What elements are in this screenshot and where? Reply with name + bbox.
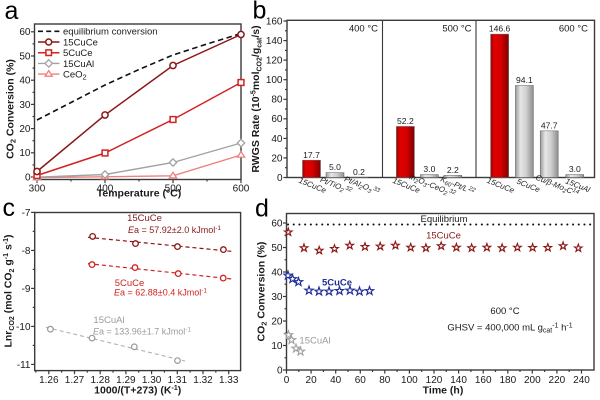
svg-text:600 °C: 600 °C bbox=[490, 306, 519, 317]
svg-text:94.1: 94.1 bbox=[516, 75, 533, 85]
svg-text:60: 60 bbox=[271, 114, 283, 125]
svg-text:10: 10 bbox=[271, 341, 283, 352]
svg-text:0: 0 bbox=[25, 172, 31, 183]
svg-text:20: 20 bbox=[271, 153, 283, 164]
svg-text:40: 40 bbox=[330, 375, 342, 386]
svg-text:a: a bbox=[5, 0, 19, 25]
svg-text:2.2: 2.2 bbox=[447, 165, 459, 175]
svg-text:30: 30 bbox=[19, 100, 31, 111]
svg-text:500: 500 bbox=[165, 184, 182, 195]
svg-text:Equilibrium: Equilibrium bbox=[421, 214, 468, 225]
svg-text:LnrCO2 (mol CO2 g-1 s-1): LnrCO2 (mol CO2 g-1 s-1) bbox=[3, 234, 16, 347]
svg-text:0.2: 0.2 bbox=[353, 167, 365, 177]
svg-text:Ea = 62.88±0.4 kJmol-1: Ea = 62.88±0.4 kJmol-1 bbox=[114, 288, 207, 298]
svg-text:200: 200 bbox=[524, 375, 541, 386]
svg-text:Temperature (°C): Temperature (°C) bbox=[97, 188, 182, 200]
svg-text:600: 600 bbox=[233, 184, 250, 195]
svg-text:3.0: 3.0 bbox=[569, 164, 581, 174]
svg-text:15CuCe: 15CuCe bbox=[63, 37, 98, 48]
svg-text:400: 400 bbox=[97, 184, 114, 195]
svg-text:60: 60 bbox=[19, 27, 31, 38]
svg-text:b: b bbox=[253, 0, 267, 25]
svg-text:50: 50 bbox=[271, 243, 283, 254]
svg-text:CO2 Conversion (%): CO2 Conversion (%) bbox=[256, 242, 269, 342]
svg-text:80: 80 bbox=[379, 375, 391, 386]
svg-text:80: 80 bbox=[271, 95, 283, 106]
svg-text:17.7: 17.7 bbox=[303, 150, 320, 160]
svg-text:20: 20 bbox=[271, 316, 283, 327]
svg-text:1.29: 1.29 bbox=[116, 375, 136, 386]
svg-text:1.26: 1.26 bbox=[39, 375, 59, 386]
svg-text:15CuAl: 15CuAl bbox=[299, 336, 330, 347]
svg-text:CO2 Conversion (%): CO2 Conversion (%) bbox=[5, 59, 18, 159]
svg-text:140: 140 bbox=[450, 375, 467, 386]
svg-text:1.27: 1.27 bbox=[65, 375, 85, 386]
svg-text:15CuAl: 15CuAl bbox=[93, 315, 124, 326]
svg-text:Time (h): Time (h) bbox=[423, 385, 464, 397]
svg-text:50: 50 bbox=[19, 51, 31, 62]
svg-text:300: 300 bbox=[29, 184, 46, 195]
svg-text:-7: -7 bbox=[22, 208, 31, 219]
svg-text:20: 20 bbox=[306, 375, 318, 386]
svg-text:30: 30 bbox=[271, 292, 283, 303]
svg-text:5.0: 5.0 bbox=[329, 162, 341, 172]
svg-text:220: 220 bbox=[549, 375, 566, 386]
svg-text:120: 120 bbox=[426, 375, 443, 386]
svg-text:400 °C: 400 °C bbox=[349, 24, 378, 35]
svg-text:47.7: 47.7 bbox=[541, 120, 558, 130]
svg-text:40: 40 bbox=[19, 76, 31, 87]
svg-text:52.2: 52.2 bbox=[397, 116, 414, 126]
svg-text:1.32: 1.32 bbox=[193, 375, 213, 386]
svg-text:equilibrium conversion: equilibrium conversion bbox=[63, 27, 158, 38]
svg-text:160: 160 bbox=[266, 16, 283, 27]
svg-text:600 °C: 600 °C bbox=[559, 24, 588, 35]
svg-text:20: 20 bbox=[19, 124, 31, 135]
svg-text:40: 40 bbox=[271, 267, 283, 278]
svg-text:1000/(T+273) (K-1): 1000/(T+273) (K-1) bbox=[94, 385, 181, 397]
svg-text:-8: -8 bbox=[22, 246, 31, 257]
svg-text:-9: -9 bbox=[22, 284, 31, 295]
svg-text:100: 100 bbox=[266, 75, 283, 86]
svg-text:1.31: 1.31 bbox=[168, 375, 188, 386]
svg-text:180: 180 bbox=[499, 375, 516, 386]
svg-text:RWGS Rate (10-5molCO2/gcat/s): RWGS Rate (10-5molCO2/gcat/s) bbox=[250, 25, 263, 172]
svg-text:15CuAl: 15CuAl bbox=[63, 59, 94, 70]
svg-text:40: 40 bbox=[271, 134, 283, 145]
svg-text:500 °C: 500 °C bbox=[442, 24, 471, 35]
svg-text:60: 60 bbox=[355, 375, 367, 386]
svg-text:10: 10 bbox=[19, 148, 31, 159]
svg-text:60: 60 bbox=[271, 218, 283, 229]
svg-text:5CuCe: 5CuCe bbox=[322, 278, 352, 289]
svg-text:240: 240 bbox=[573, 375, 590, 386]
svg-text:1.33: 1.33 bbox=[219, 375, 239, 386]
svg-text:15CuCe: 15CuCe bbox=[127, 213, 162, 224]
svg-text:CeO2: CeO2 bbox=[63, 70, 87, 82]
svg-text:120: 120 bbox=[266, 56, 283, 67]
svg-text:0: 0 bbox=[277, 365, 283, 376]
svg-text:d: d bbox=[255, 195, 269, 223]
svg-text:0: 0 bbox=[277, 173, 283, 184]
svg-text:GHSV = 400,000 mL gcat-1 h-1: GHSV = 400,000 mL gcat-1 h-1 bbox=[447, 322, 572, 334]
svg-text:100: 100 bbox=[401, 375, 418, 386]
svg-text:c: c bbox=[3, 194, 16, 222]
svg-text:3.0: 3.0 bbox=[423, 164, 435, 174]
svg-text:Ea = 133.96±1.7 kJmol-1: Ea = 133.96±1.7 kJmol-1 bbox=[93, 327, 191, 337]
svg-text:160: 160 bbox=[475, 375, 492, 386]
svg-text:5CuCe: 5CuCe bbox=[115, 278, 145, 289]
svg-text:-10: -10 bbox=[16, 322, 31, 333]
svg-text:15CuCe: 15CuCe bbox=[426, 231, 461, 242]
svg-text:Ea = 57.92±2.0 kJmol-1: Ea = 57.92±2.0 kJmol-1 bbox=[128, 225, 221, 235]
svg-text:0: 0 bbox=[284, 375, 290, 386]
svg-text:140: 140 bbox=[266, 36, 283, 47]
svg-text:5CuCe: 5CuCe bbox=[63, 48, 93, 59]
svg-text:-11: -11 bbox=[17, 360, 31, 371]
svg-text:1.28: 1.28 bbox=[90, 375, 110, 386]
svg-text:1.30: 1.30 bbox=[142, 375, 162, 386]
svg-text:146.6: 146.6 bbox=[489, 24, 511, 34]
